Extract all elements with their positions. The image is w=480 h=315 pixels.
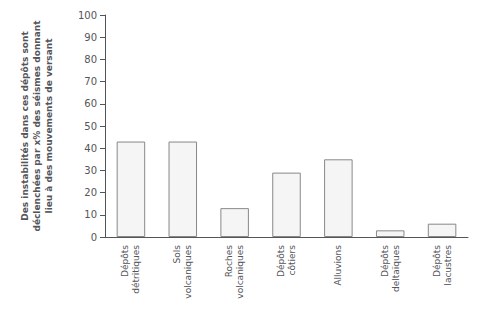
svg-text:Des instabilités dans ces dépô: Des instabilités dans ces dépôts sont xyxy=(20,31,30,221)
svg-text:Alluvions: Alluvions xyxy=(333,245,343,286)
svg-text:lieu à des mouvements de versa: lieu à des mouvements de versant xyxy=(44,38,54,214)
svg-text:détritiques: détritiques xyxy=(131,245,141,294)
svg-text:90: 90 xyxy=(84,32,97,43)
svg-text:20: 20 xyxy=(84,187,97,198)
svg-text:côtiers: côtiers xyxy=(287,245,297,276)
svg-text:100: 100 xyxy=(78,10,97,21)
svg-text:50: 50 xyxy=(84,121,97,132)
svg-text:deltaïques: deltaïques xyxy=(391,245,401,292)
svg-text:Sols: Sols xyxy=(172,245,182,264)
svg-text:10: 10 xyxy=(84,209,97,220)
svg-text:60: 60 xyxy=(84,98,97,109)
svg-text:30: 30 xyxy=(84,165,97,176)
svg-text:Roches: Roches xyxy=(224,245,234,278)
svg-text:Dépôts: Dépôts xyxy=(380,245,390,277)
svg-text:80: 80 xyxy=(84,54,97,65)
svg-text:volcaniques: volcaniques xyxy=(235,245,245,299)
svg-text:volcaniques: volcaniques xyxy=(183,245,193,299)
svg-text:lacustres: lacustres xyxy=(443,245,453,286)
svg-text:déclenchées par x% des séismes: déclenchées par x% des séismes donnant xyxy=(32,20,42,232)
svg-text:Dépôts: Dépôts xyxy=(120,245,130,277)
svg-text:Dépôts: Dépôts xyxy=(432,245,442,277)
svg-text:40: 40 xyxy=(84,143,97,154)
svg-text:70: 70 xyxy=(84,76,97,87)
svg-text:Dépôts: Dépôts xyxy=(276,245,286,277)
svg-text:0: 0 xyxy=(91,232,97,243)
